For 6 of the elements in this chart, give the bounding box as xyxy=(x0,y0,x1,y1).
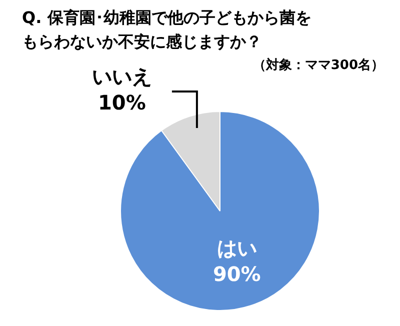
slice-label: はい xyxy=(216,236,257,260)
data-label: 90% xyxy=(212,262,261,286)
data-label: 10% xyxy=(98,90,146,115)
chart-title: Q. 保育園･幼稚園で他の子どもから菌をもらわないか不安に感じますか？ xyxy=(22,7,312,53)
chart-subtitle: （対象：ママ300名） xyxy=(252,56,384,74)
slice-label: いいえ xyxy=(92,64,152,89)
